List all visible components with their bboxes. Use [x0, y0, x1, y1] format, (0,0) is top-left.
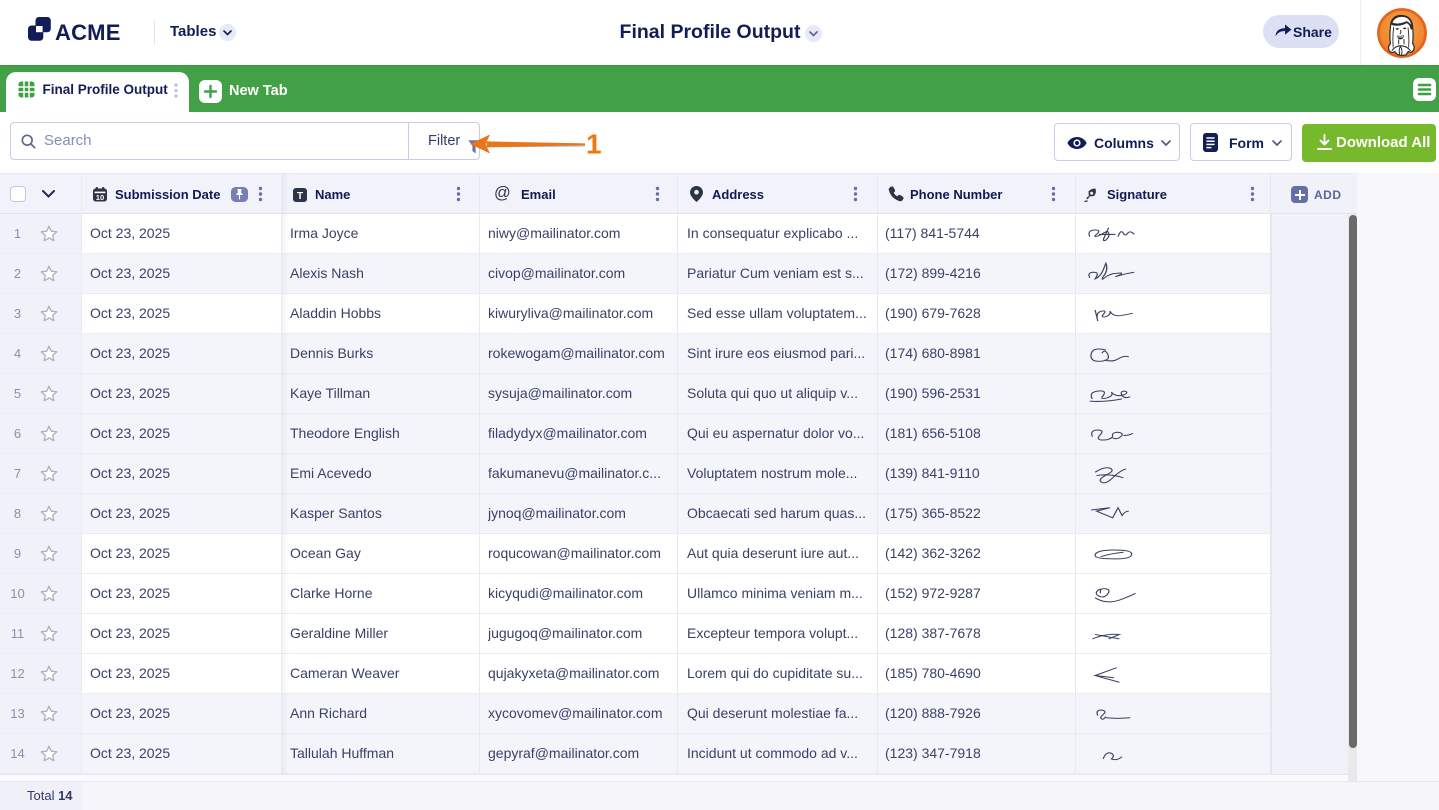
- svg-text:1: 1: [586, 129, 602, 160]
- svg-text:T: T: [297, 190, 303, 201]
- svg-text:10: 10: [96, 193, 104, 202]
